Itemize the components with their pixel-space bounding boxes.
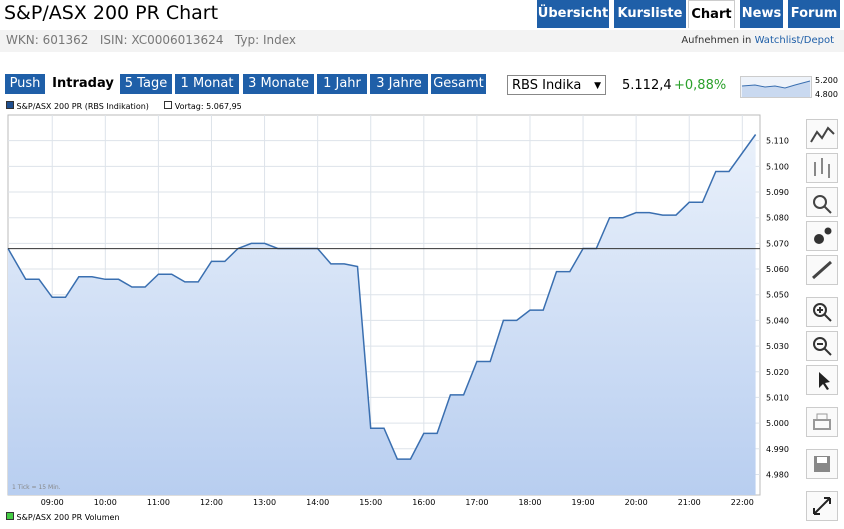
tool-zoom-in[interactable]: [806, 297, 838, 327]
tool-fullscreen[interactable]: [806, 491, 838, 521]
y-tick-label: 5.020: [766, 368, 789, 377]
x-tick-label: 20:00: [625, 498, 648, 507]
type: Typ: Index: [234, 33, 296, 47]
watchlist: Aufnehmen in Watchlist/Depot: [681, 35, 834, 46]
change: +0,88%: [674, 78, 727, 93]
y-tick-label: 5.030: [766, 342, 789, 351]
price: 5.112,4: [622, 78, 672, 93]
x-tick-label: 16:00: [412, 498, 435, 507]
x-tick-label: 09:00: [41, 498, 64, 507]
tool-draw[interactable]: [806, 255, 838, 285]
info: WKN: 601362 ISIN: XC0006013624 Typ: Inde…: [6, 33, 296, 47]
tool-settings[interactable]: [806, 221, 838, 251]
range-button[interactable]: Push: [5, 74, 45, 94]
range-button[interactable]: Gesamt: [431, 74, 486, 94]
x-tick-label: 10:00: [94, 498, 117, 507]
nav-tab[interactable]: Forum: [788, 0, 840, 28]
y-tick-label: 5.080: [766, 214, 789, 223]
x-tick-label: 13:00: [253, 498, 276, 507]
range-button[interactable]: 5 Tage: [120, 74, 172, 94]
x-tick-label: 14:00: [306, 498, 329, 507]
tool-zoom-out[interactable]: [806, 331, 838, 361]
tool-analysis[interactable]: [806, 187, 838, 217]
y-tick-label: 4.990: [766, 445, 789, 454]
range-button[interactable]: 1 Jahr: [317, 74, 367, 94]
x-tick-label: 21:00: [678, 498, 701, 507]
range-button[interactable]: 1 Monat: [175, 74, 239, 94]
y-tick-label: 5.090: [766, 188, 789, 197]
y-tick-label: 5.100: [766, 162, 789, 171]
y-tick-label: 5.070: [766, 239, 789, 248]
legend-series: S&P/ASX 200 PR (RBS Indikation): [16, 102, 149, 111]
mini-label: 5.200: [815, 76, 838, 85]
page-title: S&P/ASX 200 PR Chart: [4, 2, 219, 24]
range-button[interactable]: 3 Jahre: [370, 74, 428, 94]
tool-ohlc[interactable]: [806, 153, 838, 183]
info-bar: [0, 30, 844, 52]
nav-tab[interactable]: Kursliste: [614, 0, 686, 28]
y-tick-label: 5.050: [766, 291, 789, 300]
tool-save[interactable]: [806, 449, 838, 479]
watch-link[interactable]: Watchlist/Depot: [754, 35, 834, 46]
line: [7, 134, 757, 460]
chart: 4.980 4.990 5.000 5.010 5.020 5.030 5.040 5.050…: [7, 114, 789, 507]
legend-reference: Vortag: 5.067,95: [174, 102, 242, 111]
isin: ISIN: XC0006013624: [99, 33, 224, 47]
nav-tab[interactable]: News: [740, 0, 783, 28]
tool-print[interactable]: [806, 407, 838, 437]
nav-tab[interactable]: Übersicht: [537, 0, 609, 28]
volume-legend: S&P/ASX 200 PR Volumen: [6, 512, 120, 522]
area: [8, 134, 756, 495]
y-tick-label: 5.060: [766, 265, 789, 274]
y-tick-label: 5.110: [766, 137, 789, 146]
x-tick-label: 12:00: [200, 498, 223, 507]
nav-tab[interactable]: Chart: [688, 0, 735, 28]
y-tick-label: 4.980: [766, 470, 789, 479]
range-button[interactable]: Intraday: [52, 76, 114, 91]
y-tick-label: 5.000: [766, 419, 789, 428]
y-tick-label: 5.010: [766, 393, 789, 402]
tool-line[interactable]: [806, 119, 838, 149]
x-tick-label: 18:00: [518, 498, 541, 507]
mini-chart: [740, 76, 812, 98]
volume-legend-text: S&P/ASX 200 PR Volumen: [16, 513, 120, 522]
range-button[interactable]: 3 Monate: [243, 74, 314, 94]
indicator-select[interactable]: RBS Indika ▼: [507, 75, 606, 95]
watch-prefix: Aufnehmen in: [681, 35, 752, 46]
legend: S&P/ASX 200 PR (RBS Indikation) Vortag: …: [6, 101, 242, 111]
x-tick-label: 19:00: [572, 498, 595, 507]
x-tick-label: 11:00: [147, 498, 170, 507]
x-tick-label: 22:00: [731, 498, 754, 507]
select-value: RBS Indika: [512, 78, 582, 93]
y-tick-label: 5.040: [766, 316, 789, 325]
x-tick-label: 15:00: [359, 498, 382, 507]
x-tick-label: 17:00: [465, 498, 488, 507]
wkn: WKN: 601362: [6, 33, 89, 47]
tool-pointer[interactable]: [806, 365, 838, 395]
tick-note: 1 Tick = 15 Min.: [12, 484, 61, 491]
mini-label: 4.800: [815, 90, 838, 99]
